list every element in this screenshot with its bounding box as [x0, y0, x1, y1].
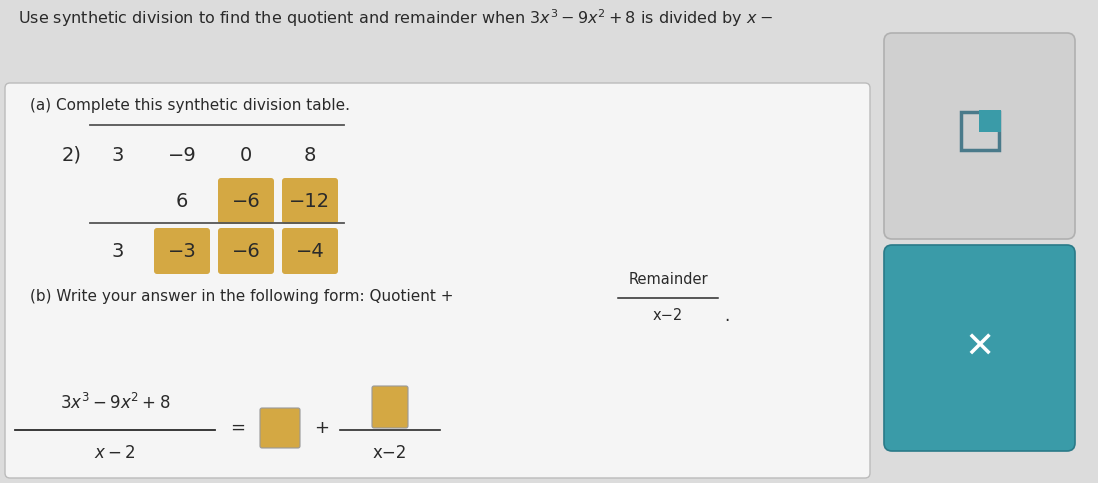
FancyBboxPatch shape	[5, 83, 870, 478]
Text: $x-2$: $x-2$	[94, 444, 136, 462]
Text: −12: −12	[290, 191, 330, 211]
Text: 8: 8	[304, 145, 316, 165]
FancyBboxPatch shape	[282, 228, 338, 274]
FancyBboxPatch shape	[372, 386, 408, 428]
Text: $3x^3 - 9x^2 + 8$: $3x^3 - 9x^2 + 8$	[59, 393, 170, 413]
Text: x−2: x−2	[653, 309, 683, 324]
FancyBboxPatch shape	[260, 408, 300, 448]
Text: (a) Complete this synthetic division table.: (a) Complete this synthetic division tab…	[30, 98, 350, 113]
FancyBboxPatch shape	[978, 110, 1000, 132]
Text: ✕: ✕	[964, 331, 995, 365]
Text: −9: −9	[168, 145, 197, 165]
Text: =: =	[231, 419, 246, 437]
Text: .: .	[724, 307, 729, 325]
Text: −6: −6	[232, 242, 260, 260]
Text: x−2: x−2	[373, 444, 407, 462]
Text: 0: 0	[239, 145, 253, 165]
Text: −3: −3	[168, 242, 197, 260]
Text: 2): 2)	[61, 145, 82, 165]
Text: Remainder: Remainder	[628, 272, 708, 287]
FancyBboxPatch shape	[961, 112, 998, 150]
FancyBboxPatch shape	[282, 178, 338, 224]
FancyBboxPatch shape	[884, 245, 1075, 451]
Text: 3: 3	[112, 145, 124, 165]
Text: +: +	[314, 419, 329, 437]
FancyBboxPatch shape	[219, 228, 274, 274]
FancyBboxPatch shape	[154, 228, 210, 274]
Text: 3: 3	[112, 242, 124, 260]
FancyBboxPatch shape	[884, 33, 1075, 239]
FancyBboxPatch shape	[219, 178, 274, 224]
Text: 6: 6	[176, 191, 188, 211]
Text: Use synthetic division to find the quotient and remainder when $3x^3 - 9x^2 + 8$: Use synthetic division to find the quoti…	[18, 7, 773, 28]
Text: (b) Write your answer in the following form: Quotient +: (b) Write your answer in the following f…	[30, 288, 453, 303]
Text: −4: −4	[295, 242, 324, 260]
Text: −6: −6	[232, 191, 260, 211]
